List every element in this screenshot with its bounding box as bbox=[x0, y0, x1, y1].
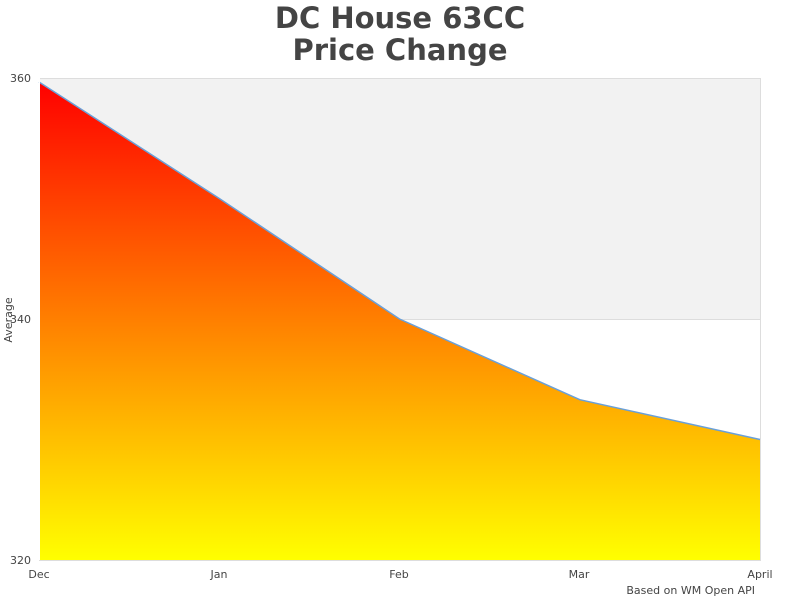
chart-title: DC House 63CC Price Change bbox=[0, 2, 800, 66]
y-axis: 360 340 320 Average bbox=[2, 72, 31, 567]
y-tick-360: 360 bbox=[10, 72, 31, 85]
y-axis-title: Average bbox=[2, 297, 15, 342]
area-series-fill bbox=[39, 82, 760, 560]
y-tick-320: 320 bbox=[10, 554, 31, 567]
x-tick-jan: Jan bbox=[210, 568, 228, 581]
x-tick-mar: Mar bbox=[569, 568, 590, 581]
credit-text: Based on WM Open API bbox=[626, 584, 755, 597]
x-tick-feb: Feb bbox=[389, 568, 408, 581]
chart-title-line2: Price Change bbox=[292, 33, 508, 67]
x-tick-dec: Dec bbox=[28, 568, 49, 581]
area-series-line bbox=[38, 81, 761, 441]
x-tick-april: April bbox=[747, 568, 772, 581]
chart-title-line1: DC House 63CC bbox=[274, 1, 526, 35]
y-tick-340: 340 bbox=[10, 313, 31, 326]
x-axis: Dec Jan Feb Mar April bbox=[28, 568, 772, 581]
